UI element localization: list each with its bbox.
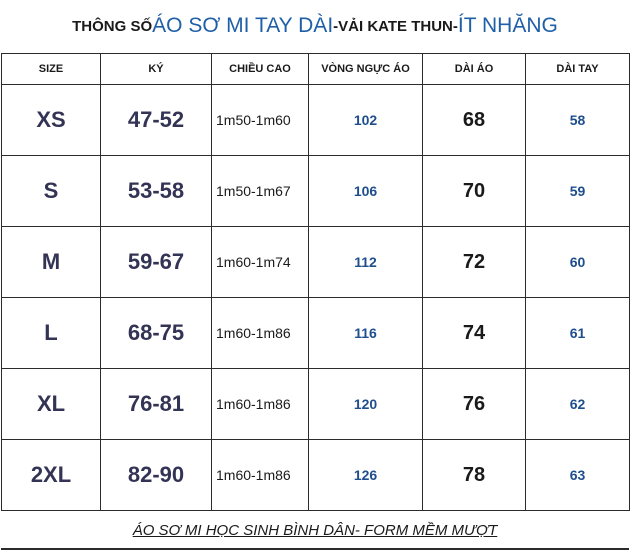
table-row: S 53-58 1m50-1m67 106 70 59 — [1, 155, 630, 227]
footer-note: ÁO SƠ MI HỌC SINH BÌNH DÂN- FORM MỀM MƯỢ… — [1, 512, 629, 550]
cell-chieu-cao: 1m60-1m74 — [211, 226, 309, 298]
cell-dai-ao: 78 — [422, 439, 526, 511]
title-part-3: -VẢI KATE THUN- — [333, 17, 458, 35]
table-row: 2XL 82-90 1m60-1m86 126 78 63 — [1, 439, 630, 511]
title-part-1: THÔNG SỐ — [72, 17, 153, 35]
cell-ky: 59-67 — [100, 226, 212, 298]
cell-chieu-cao: 1m50-1m60 — [211, 84, 309, 156]
cell-dai-tay: 61 — [525, 297, 630, 369]
cell-dai-tay: 59 — [525, 155, 630, 227]
cell-size: S — [1, 155, 101, 227]
cell-dai-ao: 70 — [422, 155, 526, 227]
footer-text: ÁO SƠ MI HỌC SINH BÌNH DÂN- FORM MỀM MƯỢ… — [132, 521, 498, 539]
header-vong-nguc: VÒNG NGỰC ÁO — [308, 53, 423, 85]
header-dai-tay: DÀI TAY — [525, 53, 630, 85]
header-dai-ao: DÀI ÁO — [422, 53, 526, 85]
cell-chieu-cao: 1m60-1m86 — [211, 368, 309, 440]
cell-size: M — [1, 226, 101, 298]
page-title: THÔNG SỐ ÁO SƠ MI TAY DÀI -VẢI KATE THUN… — [0, 0, 630, 52]
cell-vong-nguc: 102 — [308, 84, 423, 156]
title-part-4: ÍT NHĂNG — [457, 14, 558, 37]
size-table: SIZE KÝ CHIỀU CAO VÒNG NGỰC ÁO DÀI ÁO DÀ… — [1, 53, 630, 511]
cell-size: XL — [1, 368, 101, 440]
cell-dai-tay: 62 — [525, 368, 630, 440]
cell-vong-nguc: 120 — [308, 368, 423, 440]
cell-chieu-cao: 1m50-1m67 — [211, 155, 309, 227]
cell-chieu-cao: 1m60-1m86 — [211, 297, 309, 369]
header-ky: KÝ — [100, 53, 212, 85]
table-header-row: SIZE KÝ CHIỀU CAO VÒNG NGỰC ÁO DÀI ÁO DÀ… — [1, 53, 630, 85]
table-row: XL 76-81 1m60-1m86 120 76 62 — [1, 368, 630, 440]
cell-dai-tay: 60 — [525, 226, 630, 298]
cell-ky: 82-90 — [100, 439, 212, 511]
cell-ky: 53-58 — [100, 155, 212, 227]
cell-chieu-cao: 1m60-1m86 — [211, 439, 309, 511]
table-row: L 68-75 1m60-1m86 116 74 61 — [1, 297, 630, 369]
cell-vong-nguc: 116 — [308, 297, 423, 369]
cell-dai-tay: 63 — [525, 439, 630, 511]
cell-dai-ao: 72 — [422, 226, 526, 298]
cell-vong-nguc: 126 — [308, 439, 423, 511]
cell-size: L — [1, 297, 101, 369]
cell-ky: 68-75 — [100, 297, 212, 369]
cell-size: 2XL — [1, 439, 101, 511]
cell-vong-nguc: 112 — [308, 226, 423, 298]
title-part-2: ÁO SƠ MI TAY DÀI — [152, 14, 334, 37]
cell-dai-ao: 74 — [422, 297, 526, 369]
table-row: XS 47-52 1m50-1m60 102 68 58 — [1, 84, 630, 156]
cell-vong-nguc: 106 — [308, 155, 423, 227]
cell-dai-ao: 76 — [422, 368, 526, 440]
cell-dai-ao: 68 — [422, 84, 526, 156]
cell-ky: 47-52 — [100, 84, 212, 156]
header-chieu-cao: CHIỀU CAO — [211, 53, 309, 85]
header-size: SIZE — [1, 53, 101, 85]
cell-size: XS — [1, 84, 101, 156]
table-row: M 59-67 1m60-1m74 112 72 60 — [1, 226, 630, 298]
cell-ky: 76-81 — [100, 368, 212, 440]
cell-dai-tay: 58 — [525, 84, 630, 156]
